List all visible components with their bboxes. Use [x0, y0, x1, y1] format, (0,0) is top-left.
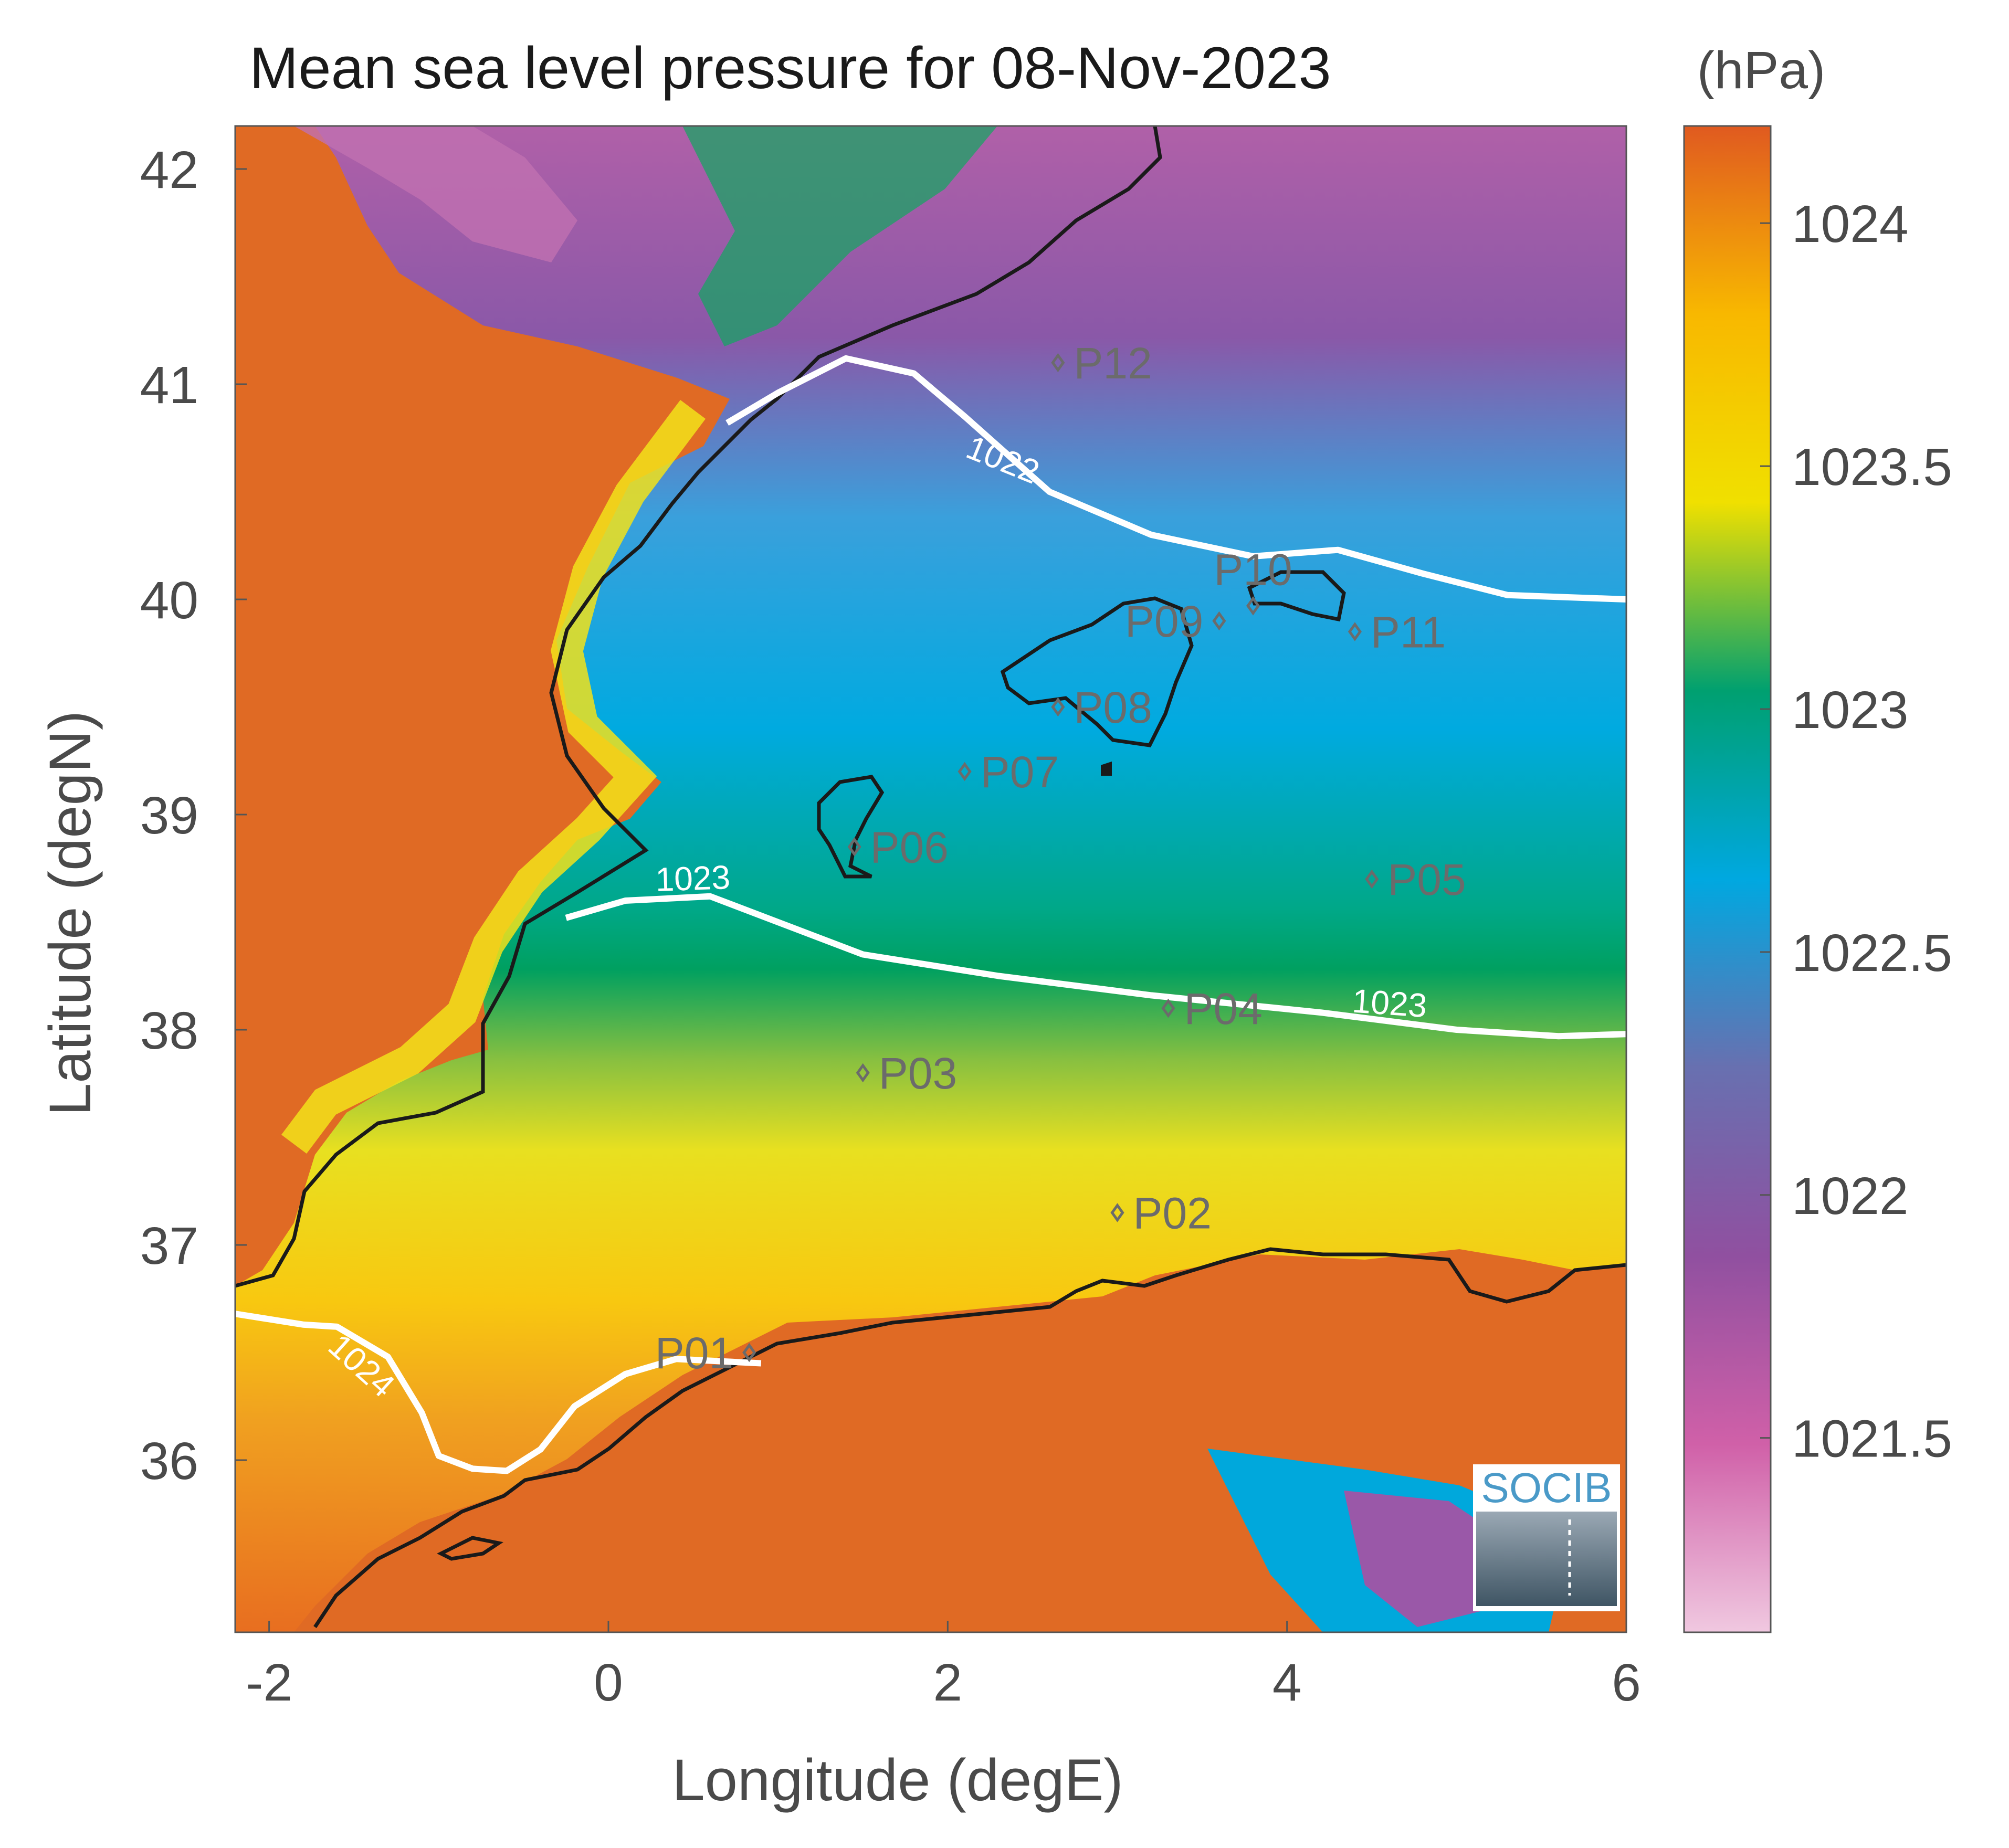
isobar-label: 1023 [1351, 981, 1428, 1025]
x-axis-ticks: -2 0 2 4 6 [246, 1621, 1641, 1712]
colorbar-tick-label: 1021.5 [1792, 1410, 1952, 1469]
station-label: P07 [981, 747, 1059, 797]
station-marker [958, 762, 972, 782]
station-label: P09 [1125, 597, 1203, 646]
y-tick-label: 37 [140, 1217, 198, 1275]
atlas-low-core [1344, 1491, 1512, 1627]
northern-highland [294, 126, 577, 262]
x-tick-label: -2 [246, 1653, 292, 1712]
isobar-line [565, 893, 1626, 1040]
socib-logo-text: SOCIB [1481, 1464, 1612, 1511]
station-marker [1161, 998, 1175, 1018]
colorbar-tick-label: 1024 [1792, 195, 1908, 254]
station-marker [1110, 1203, 1124, 1222]
station-marker [847, 837, 861, 857]
station-label: P11 [1371, 608, 1446, 657]
station-marker [1246, 596, 1260, 616]
alboran-island [437, 1536, 503, 1561]
x-tick-label: 0 [594, 1653, 623, 1712]
station-label: P08 [1074, 683, 1152, 732]
colorbar-tick-label: 1023.5 [1792, 438, 1952, 497]
iberia-land [235, 126, 730, 1286]
colorbar-tick-label: 1023 [1792, 681, 1908, 740]
station-marker [1051, 697, 1065, 717]
isobar-line [725, 355, 1626, 603]
station-marker [1212, 611, 1226, 631]
colorbar-ticks: 1024 1023.5 1023 1022.5 1022 1021.5 [1760, 195, 1952, 1469]
menorca-outline [1247, 570, 1346, 622]
colorbar-unit: (hPa) [1697, 41, 1826, 100]
station-label: P03 [879, 1049, 957, 1098]
isobar-line [235, 1311, 762, 1474]
y-axis-ticks: 42 41 40 39 38 37 36 [140, 141, 247, 1491]
station-marker [1051, 353, 1065, 373]
colorbar-tick-label: 1022 [1792, 1167, 1908, 1226]
y-tick-label: 40 [140, 571, 198, 630]
station-label: P06 [870, 823, 949, 872]
station-label: P12 [1074, 339, 1152, 388]
station-label: P10 [1214, 545, 1292, 594]
station-marker [856, 1063, 870, 1083]
africa-coastline [313, 1247, 1626, 1628]
y-axis-label: Latitude (degN) [37, 711, 103, 1116]
y-tick-label: 42 [140, 141, 198, 199]
socib-logo: SOCIB [1473, 1464, 1620, 1611]
map-frame [234, 125, 1627, 1633]
isobar-label: 1023 [655, 858, 731, 899]
station-marker [1348, 622, 1362, 641]
station-label: P05 [1387, 855, 1466, 904]
socib-logo-wave [1476, 1512, 1617, 1606]
x-axis-label: Longitude (degE) [672, 1747, 1123, 1813]
station-label: P02 [1133, 1189, 1211, 1238]
cabrera-outline [1101, 761, 1112, 776]
coastal-band [281, 400, 706, 1154]
colorbar [1683, 125, 1772, 1633]
x-tick-label: 4 [1272, 1653, 1302, 1712]
northern-highland-green [682, 126, 997, 346]
mallorca-outline [1000, 596, 1194, 747]
station-label: P01 [655, 1328, 733, 1378]
y-tick-label: 41 [140, 356, 198, 415]
x-tick-label: 2 [933, 1653, 963, 1712]
x-tick-label: 6 [1612, 1653, 1641, 1712]
y-tick-label: 36 [140, 1432, 198, 1491]
station-label: P04 [1184, 984, 1262, 1033]
station-marker [742, 1343, 756, 1363]
map-title: Mean sea level pressure for 08-Nov-2023 [249, 35, 1331, 101]
spain-coastline [235, 126, 1162, 1288]
y-tick-label: 38 [140, 1001, 198, 1060]
colorbar-tick-label: 1022.5 [1792, 924, 1952, 983]
station-marker [1365, 869, 1379, 889]
y-tick-label: 39 [140, 786, 198, 845]
